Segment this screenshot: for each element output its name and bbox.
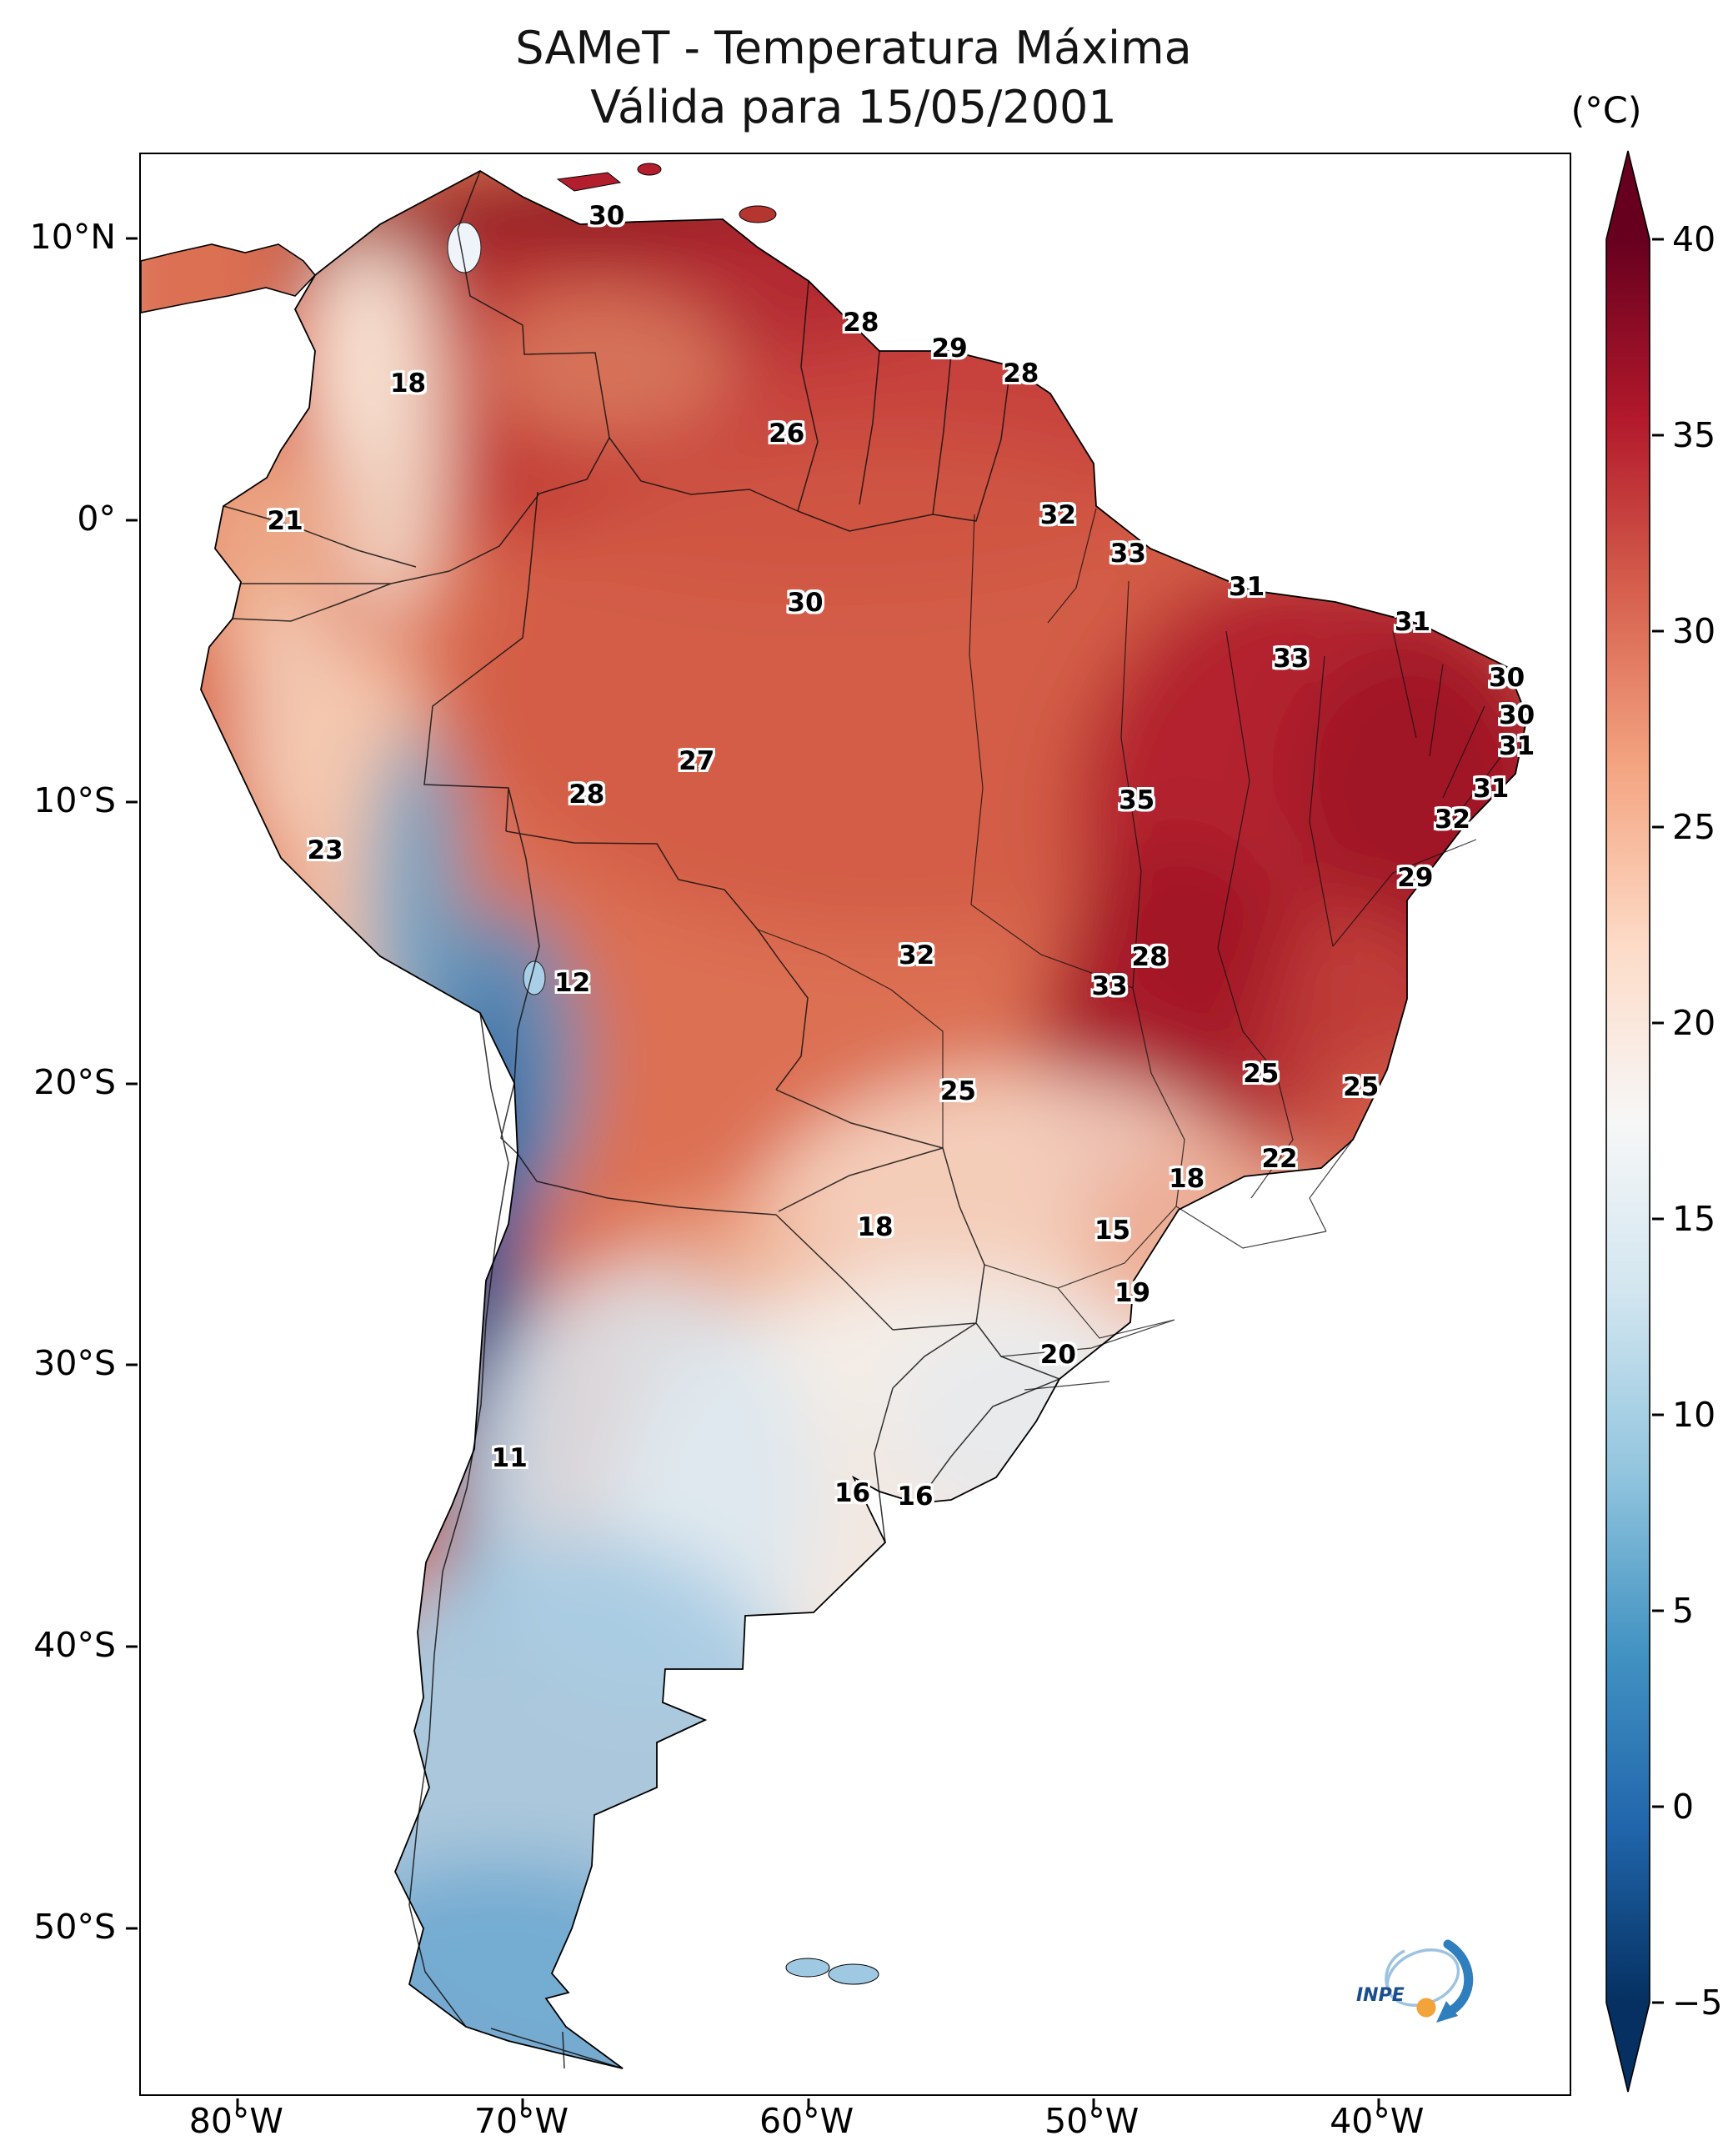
colorbar-ticks: 40 35 30 25 20 15 10 5 0 −5: [1605, 150, 1723, 2093]
state-borders: [757, 508, 1502, 1391]
colorbar-tick-mark: [1652, 825, 1664, 829]
lon-tick-mark: [1092, 2098, 1095, 2110]
figure-subtitle: Válida para 15/05/2001: [590, 81, 1117, 134]
colorbar-tick-mark: [1652, 434, 1664, 437]
lat-tick-mark: [126, 1363, 138, 1366]
lat-tick-label: 30°S: [33, 1343, 116, 1384]
colorbar-tick-label: 5: [1672, 1591, 1695, 1631]
title-block: SAMeT - Temperatura Máxima Válida para 1…: [139, 18, 1568, 138]
colorbar-tick-mark: [1652, 1217, 1664, 1221]
lat-tick-mark: [126, 1645, 138, 1648]
lat-tick-label: 10°N: [29, 217, 116, 258]
colorbar-tick-mark: [1652, 1413, 1664, 1416]
colorbar-tick-label: 0: [1672, 1787, 1695, 1827]
lon-tick-label: 60°W: [759, 2101, 854, 2141]
colorbar-tick-mark: [1652, 2001, 1664, 2004]
figure-title: SAMeT - Temperatura Máxima: [515, 22, 1192, 74]
lon-axis: 80°W 70°W 60°W 50°W 40°W: [139, 2101, 1568, 2151]
colorbar-tick-label: −5: [1672, 1983, 1723, 2023]
lat-tick-mark: [126, 1082, 138, 1086]
lake-maracaibo: [447, 222, 482, 273]
colorbar-tick-mark: [1652, 1021, 1664, 1025]
south-america-map: [141, 163, 1528, 2069]
colorbar-tick-mark: [1652, 1609, 1664, 1612]
lat-axis: 10°N 0° 10°S 20°S 30°S 40°S 50°S: [0, 153, 139, 2093]
lat-tick-label: 40°S: [33, 1625, 116, 1666]
lon-tick-label: 40°W: [1330, 2101, 1425, 2141]
inpe-orange-dot: [1416, 1998, 1436, 2018]
lat-tick-mark: [126, 237, 138, 240]
inpe-arrow-arc: [1443, 1939, 1474, 2018]
map-frame: 30 28 29 28 26 18 21 32 33 31 31 33 30 30 30 31 31 32 29 35…: [126, 153, 1571, 2110]
colorbar-gradient: [1605, 150, 1650, 2093]
colorbar-unit: (°C): [1570, 90, 1642, 132]
lon-tick-mark: [236, 2098, 239, 2110]
lon-tick-label: 50°W: [1044, 2101, 1139, 2141]
colorbar-tick-label: 35: [1672, 415, 1716, 455]
inpe-inner-arc: [1385, 1949, 1405, 1997]
islands: [556, 163, 879, 1985]
lon-tick-label: 70°W: [473, 2101, 569, 2141]
lon-tick-mark: [1377, 2098, 1380, 2110]
lat-tick-mark: [126, 800, 138, 804]
colorbar-tick-label: 20: [1672, 1003, 1716, 1043]
inpe-logo-text: INPE: [1356, 1985, 1405, 2006]
country-borders: [223, 170, 1060, 2069]
colorbar-tick-mark: [1652, 1805, 1664, 1808]
lat-tick-label: 50°S: [33, 1906, 116, 1947]
lat-tick-label: 0°: [77, 499, 116, 539]
colorbar-tick-mark: [1652, 629, 1664, 633]
lat-tick-mark: [126, 519, 138, 522]
colorbar-tick-label: 30: [1672, 611, 1716, 651]
colorbar-tick-label: 10: [1672, 1395, 1716, 1435]
lon-tick-mark: [807, 2098, 810, 2110]
lon-tick-label: 80°W: [188, 2101, 283, 2141]
coastline: [141, 169, 1528, 2069]
lat-tick-label: 20°S: [33, 1061, 116, 1102]
inpe-arrowhead: [1436, 2001, 1458, 2023]
colorbar-tick-label: 25: [1672, 807, 1716, 847]
lat-tick-mark: [126, 1927, 138, 1930]
colorbar: 40 35 30 25 20 15 10 5 0 −5: [1605, 150, 1723, 2093]
inpe-logo: INPE: [1356, 1939, 1474, 2023]
colorbar-tick-mark: [1652, 238, 1664, 241]
lon-tick-mark: [521, 2098, 524, 2110]
colorbar-tick-label: 15: [1672, 1199, 1716, 1239]
lat-tick-label: 10°S: [33, 780, 116, 820]
colorbar-tick-label: 40: [1672, 219, 1716, 259]
